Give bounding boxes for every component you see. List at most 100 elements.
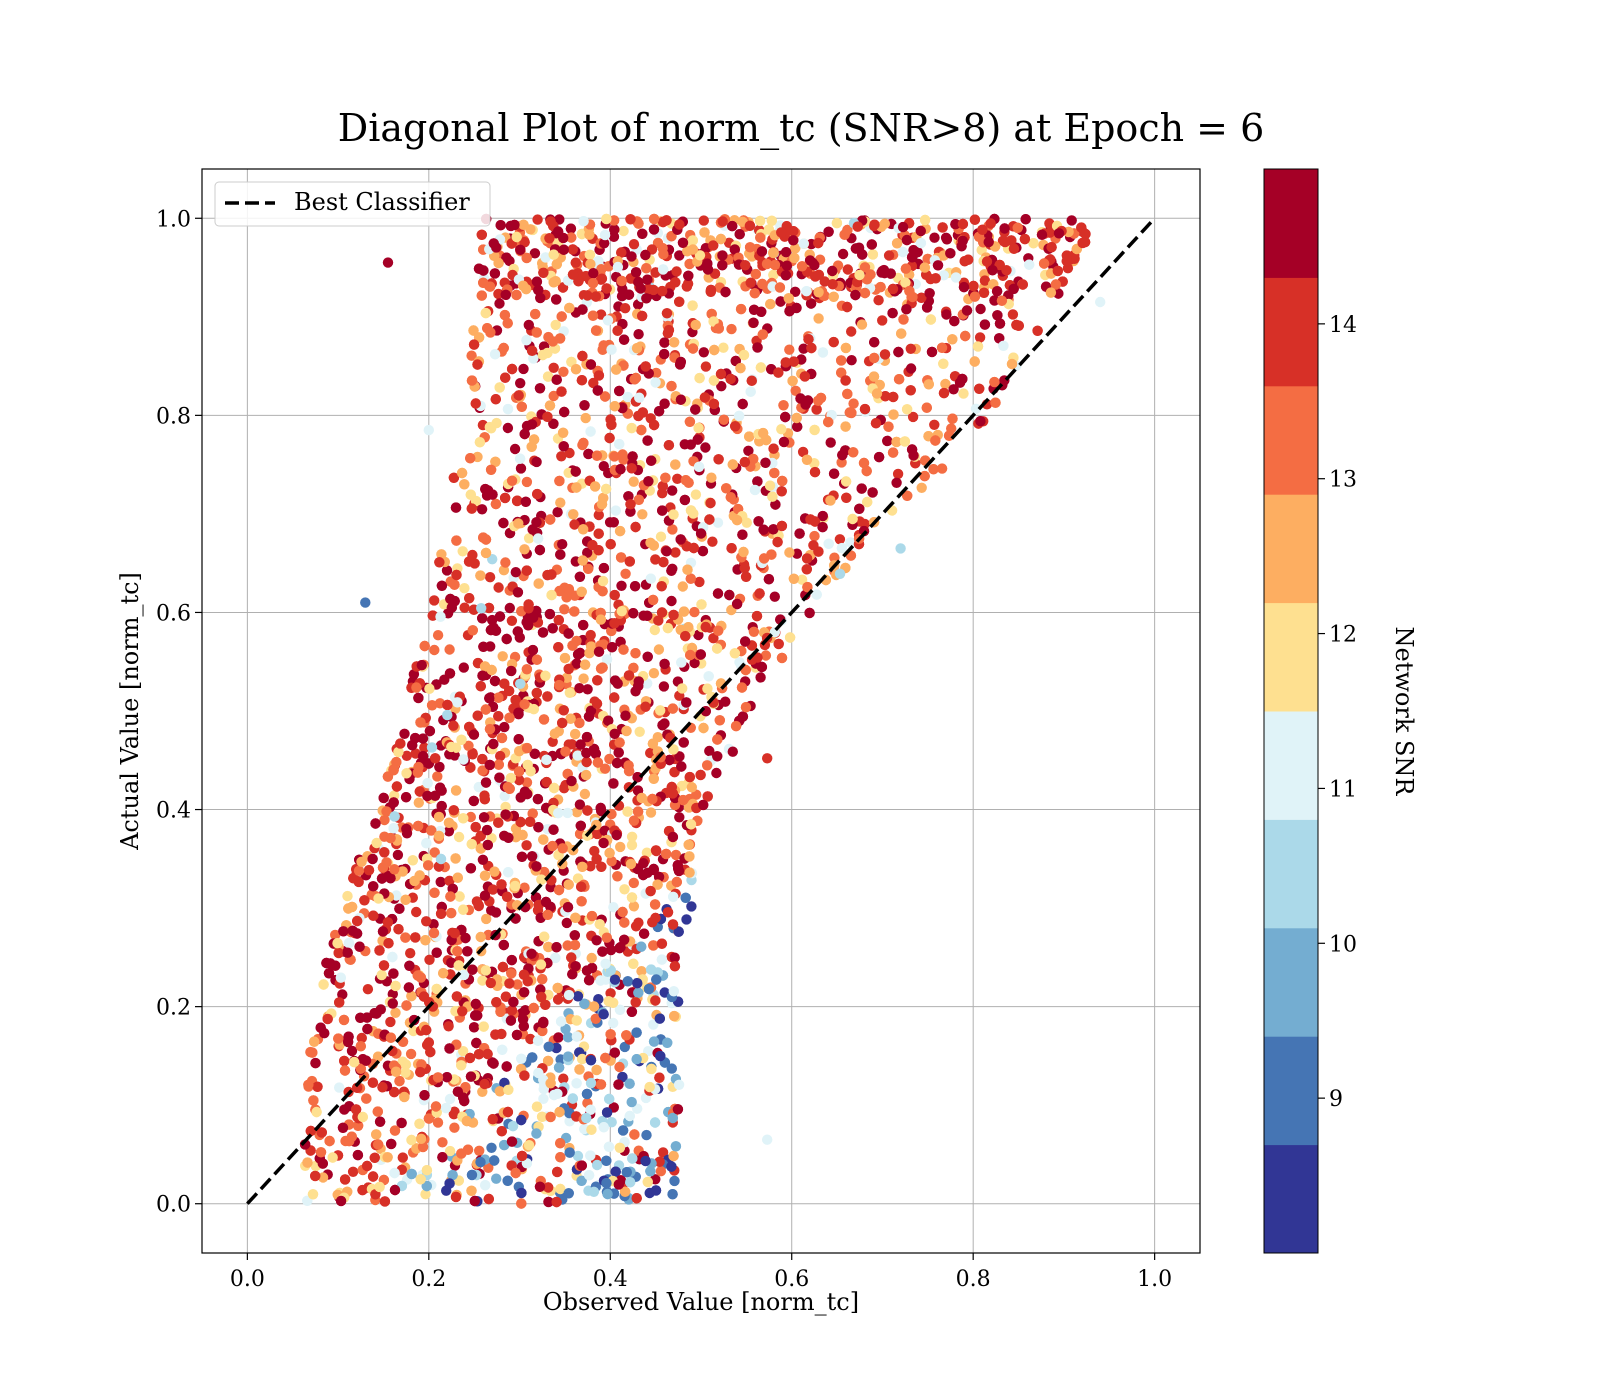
data-point xyxy=(655,1166,667,1177)
data-point xyxy=(499,492,511,504)
data-point xyxy=(622,806,633,817)
data-point xyxy=(869,219,880,230)
data-point xyxy=(959,256,970,267)
data-point xyxy=(780,247,792,258)
data-point xyxy=(493,759,504,770)
data-point xyxy=(662,622,674,634)
data-point xyxy=(688,542,699,554)
data-point xyxy=(623,289,635,300)
data-point xyxy=(648,224,660,235)
data-point xyxy=(555,1016,567,1027)
data-point xyxy=(699,392,711,403)
data-point xyxy=(335,1195,347,1207)
data-point xyxy=(553,642,564,653)
data-point xyxy=(452,872,463,883)
data-point xyxy=(502,318,513,329)
data-point xyxy=(317,1158,328,1169)
data-point xyxy=(339,1065,351,1076)
data-point xyxy=(643,983,655,995)
data-point xyxy=(990,397,1001,408)
data-point xyxy=(700,621,711,633)
data-point xyxy=(430,753,441,764)
data-point xyxy=(651,974,662,985)
data-point xyxy=(948,384,959,395)
data-point xyxy=(644,1081,655,1093)
data-point xyxy=(975,303,986,315)
data-point xyxy=(444,644,455,655)
data-point xyxy=(778,436,790,448)
data-point xyxy=(355,1012,366,1023)
data-point xyxy=(393,924,404,935)
data-point xyxy=(620,710,631,721)
data-point xyxy=(661,848,672,860)
data-point xyxy=(634,726,645,737)
data-point xyxy=(548,824,559,835)
data-point xyxy=(624,1078,635,1089)
data-point xyxy=(498,565,510,576)
data-point xyxy=(555,1138,566,1149)
data-point xyxy=(737,529,748,540)
data-point xyxy=(586,952,597,964)
data-point xyxy=(480,777,492,788)
data-point xyxy=(490,498,502,510)
data-point xyxy=(603,1141,615,1153)
data-point xyxy=(359,895,370,906)
data-point xyxy=(631,1193,642,1204)
data-point xyxy=(465,1071,477,1082)
data-point xyxy=(976,244,987,256)
data-point xyxy=(376,969,387,981)
data-point xyxy=(526,345,538,356)
data-point xyxy=(577,861,588,872)
data-point xyxy=(618,225,629,237)
data-point xyxy=(770,499,781,510)
data-point xyxy=(451,991,463,1002)
data-point xyxy=(612,261,624,273)
data-point xyxy=(337,989,348,1000)
data-point xyxy=(323,968,335,979)
data-point xyxy=(495,220,506,231)
data-point xyxy=(738,349,750,361)
data-point xyxy=(450,502,462,513)
data-point xyxy=(735,303,747,315)
data-point xyxy=(778,400,789,411)
data-point xyxy=(570,257,581,268)
data-point xyxy=(902,490,913,501)
data-point xyxy=(776,652,788,664)
data-point xyxy=(859,287,871,299)
data-point xyxy=(637,509,648,520)
data-point xyxy=(470,398,481,409)
data-point xyxy=(767,491,778,502)
data-point xyxy=(768,269,779,281)
data-point xyxy=(675,394,687,405)
data-point xyxy=(517,1014,529,1025)
data-point xyxy=(371,1129,382,1140)
data-point xyxy=(956,241,967,252)
data-point xyxy=(590,325,602,336)
data-point xyxy=(448,720,459,731)
data-point xyxy=(531,327,542,338)
data-point xyxy=(585,426,596,437)
data-point xyxy=(846,355,857,366)
data-point xyxy=(788,235,799,246)
data-point xyxy=(698,799,709,811)
data-point xyxy=(432,771,443,782)
data-point xyxy=(687,300,698,311)
data-point xyxy=(704,745,715,757)
data-point xyxy=(968,280,979,292)
data-point xyxy=(650,554,661,565)
data-point xyxy=(413,692,424,704)
data-point xyxy=(429,595,440,606)
data-point xyxy=(523,533,535,544)
data-point xyxy=(558,783,570,794)
data-point xyxy=(846,326,857,337)
data-point xyxy=(628,608,639,619)
data-point xyxy=(458,662,469,673)
data-point xyxy=(486,423,497,434)
data-point xyxy=(511,231,522,243)
data-point xyxy=(383,938,394,949)
data-point xyxy=(695,769,706,781)
data-point xyxy=(595,663,607,674)
data-point xyxy=(527,808,538,819)
data-point xyxy=(657,505,668,516)
data-point xyxy=(574,717,585,729)
